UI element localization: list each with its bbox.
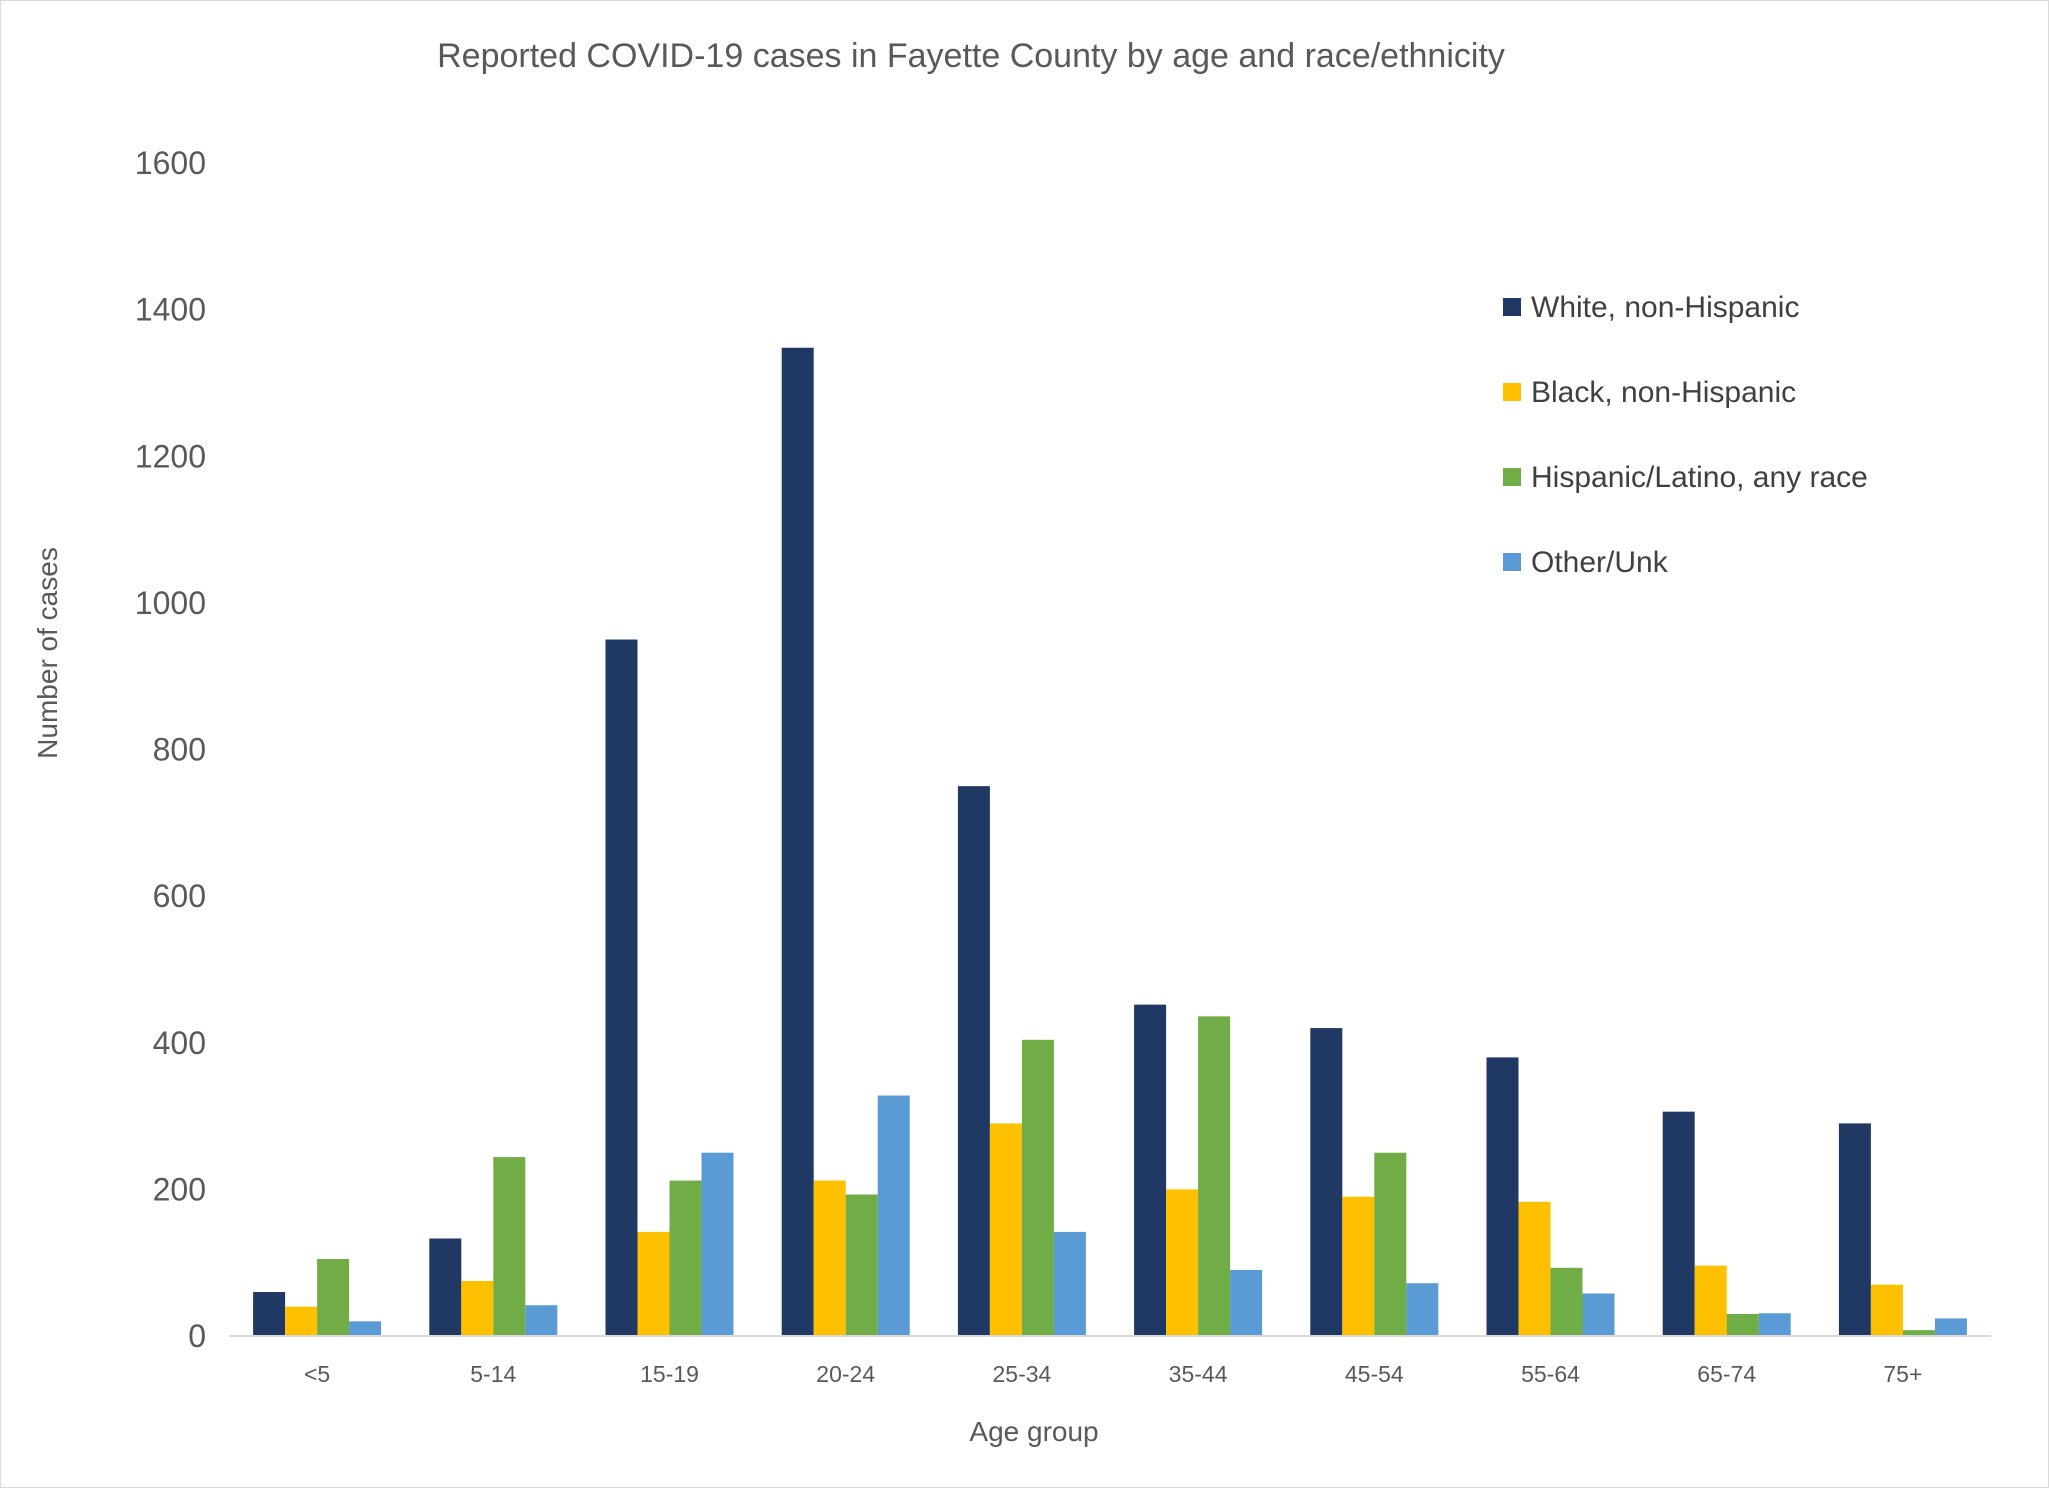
legend-label: Hispanic/Latino, any race — [1531, 461, 1868, 494]
x-axis-labels: <5 5-14 15-19 20-24 25-34 35-44 45-54 55-64 65-7… — [304, 1361, 1922, 1387]
y-tick-label: 1400 — [135, 292, 206, 328]
y-tick-label: 800 — [153, 732, 206, 768]
bar — [1486, 1057, 1519, 1336]
bar — [813, 1180, 846, 1336]
legend: White, non-Hispanic Black, non-Hispanic Hi… — [1503, 291, 1868, 579]
bar — [1902, 1330, 1935, 1336]
bar — [1550, 1267, 1583, 1336]
bar — [461, 1281, 494, 1336]
bar — [525, 1305, 558, 1336]
x-tick-label: 5-14 — [470, 1361, 516, 1387]
y-tick-label: 400 — [153, 1025, 206, 1061]
bar — [285, 1306, 318, 1336]
legend-label: Black, non-Hispanic — [1531, 376, 1796, 409]
bar — [429, 1238, 462, 1336]
x-tick-label: 65-74 — [1697, 1361, 1756, 1387]
bar — [1198, 1016, 1231, 1336]
bar — [1582, 1293, 1615, 1336]
bar — [701, 1152, 734, 1336]
x-tick-label: 45-54 — [1345, 1361, 1404, 1387]
y-axis-ticks: 0 200 400 600 800 1000 1200 1400 1600 — [135, 145, 206, 1354]
x-tick-label: 20-24 — [816, 1361, 875, 1387]
y-tick-label: 600 — [153, 878, 206, 914]
bar — [1726, 1314, 1759, 1336]
y-tick-label: 0 — [188, 1318, 206, 1354]
x-tick-label: <5 — [304, 1361, 330, 1387]
bar — [1406, 1283, 1439, 1336]
bar — [1134, 1004, 1167, 1336]
bar — [1662, 1111, 1695, 1336]
chart-title: Reported COVID-19 cases in Fayette Count… — [437, 37, 1505, 75]
bar — [669, 1180, 702, 1336]
bar — [1230, 1270, 1263, 1336]
x-tick-label: 55-64 — [1521, 1361, 1580, 1387]
bar — [989, 1123, 1022, 1336]
bar — [1758, 1313, 1791, 1336]
legend-swatch — [1503, 298, 1521, 316]
bar — [637, 1231, 670, 1336]
x-tick-label: 15-19 — [640, 1361, 699, 1387]
legend-label: Other/Unk — [1531, 546, 1669, 579]
bar — [1838, 1123, 1871, 1336]
bar — [317, 1259, 350, 1336]
bar — [1053, 1231, 1086, 1336]
bars — [253, 347, 1967, 1336]
legend-label: White, non-Hispanic — [1531, 291, 1799, 324]
legend-swatch — [1503, 553, 1521, 571]
bar — [1934, 1318, 1967, 1336]
x-tick-label: 25-34 — [992, 1361, 1051, 1387]
x-tick-label: 75+ — [1883, 1361, 1922, 1387]
bar — [605, 639, 638, 1336]
x-axis-title: Age group — [969, 1416, 1098, 1447]
y-tick-label: 200 — [153, 1171, 206, 1207]
bar — [1342, 1196, 1375, 1336]
bar — [1374, 1152, 1407, 1336]
bar — [781, 347, 814, 1336]
bar — [1021, 1039, 1054, 1336]
bar — [1310, 1028, 1343, 1336]
x-tick-label: 35-44 — [1169, 1361, 1228, 1387]
y-tick-label: 1200 — [135, 438, 206, 474]
bar — [349, 1321, 382, 1336]
bar — [957, 786, 990, 1336]
bar — [1870, 1284, 1903, 1336]
bar — [253, 1292, 286, 1336]
y-tick-label: 1000 — [135, 585, 206, 621]
y-axis-title: Number of cases — [32, 547, 63, 759]
bar — [493, 1157, 526, 1336]
legend-swatch — [1503, 468, 1521, 486]
bar — [1518, 1201, 1551, 1336]
bar — [1694, 1265, 1727, 1336]
bar — [1166, 1189, 1199, 1336]
bar — [845, 1194, 878, 1336]
legend-swatch — [1503, 383, 1521, 401]
bar — [877, 1095, 910, 1336]
y-tick-label: 1600 — [135, 145, 206, 181]
